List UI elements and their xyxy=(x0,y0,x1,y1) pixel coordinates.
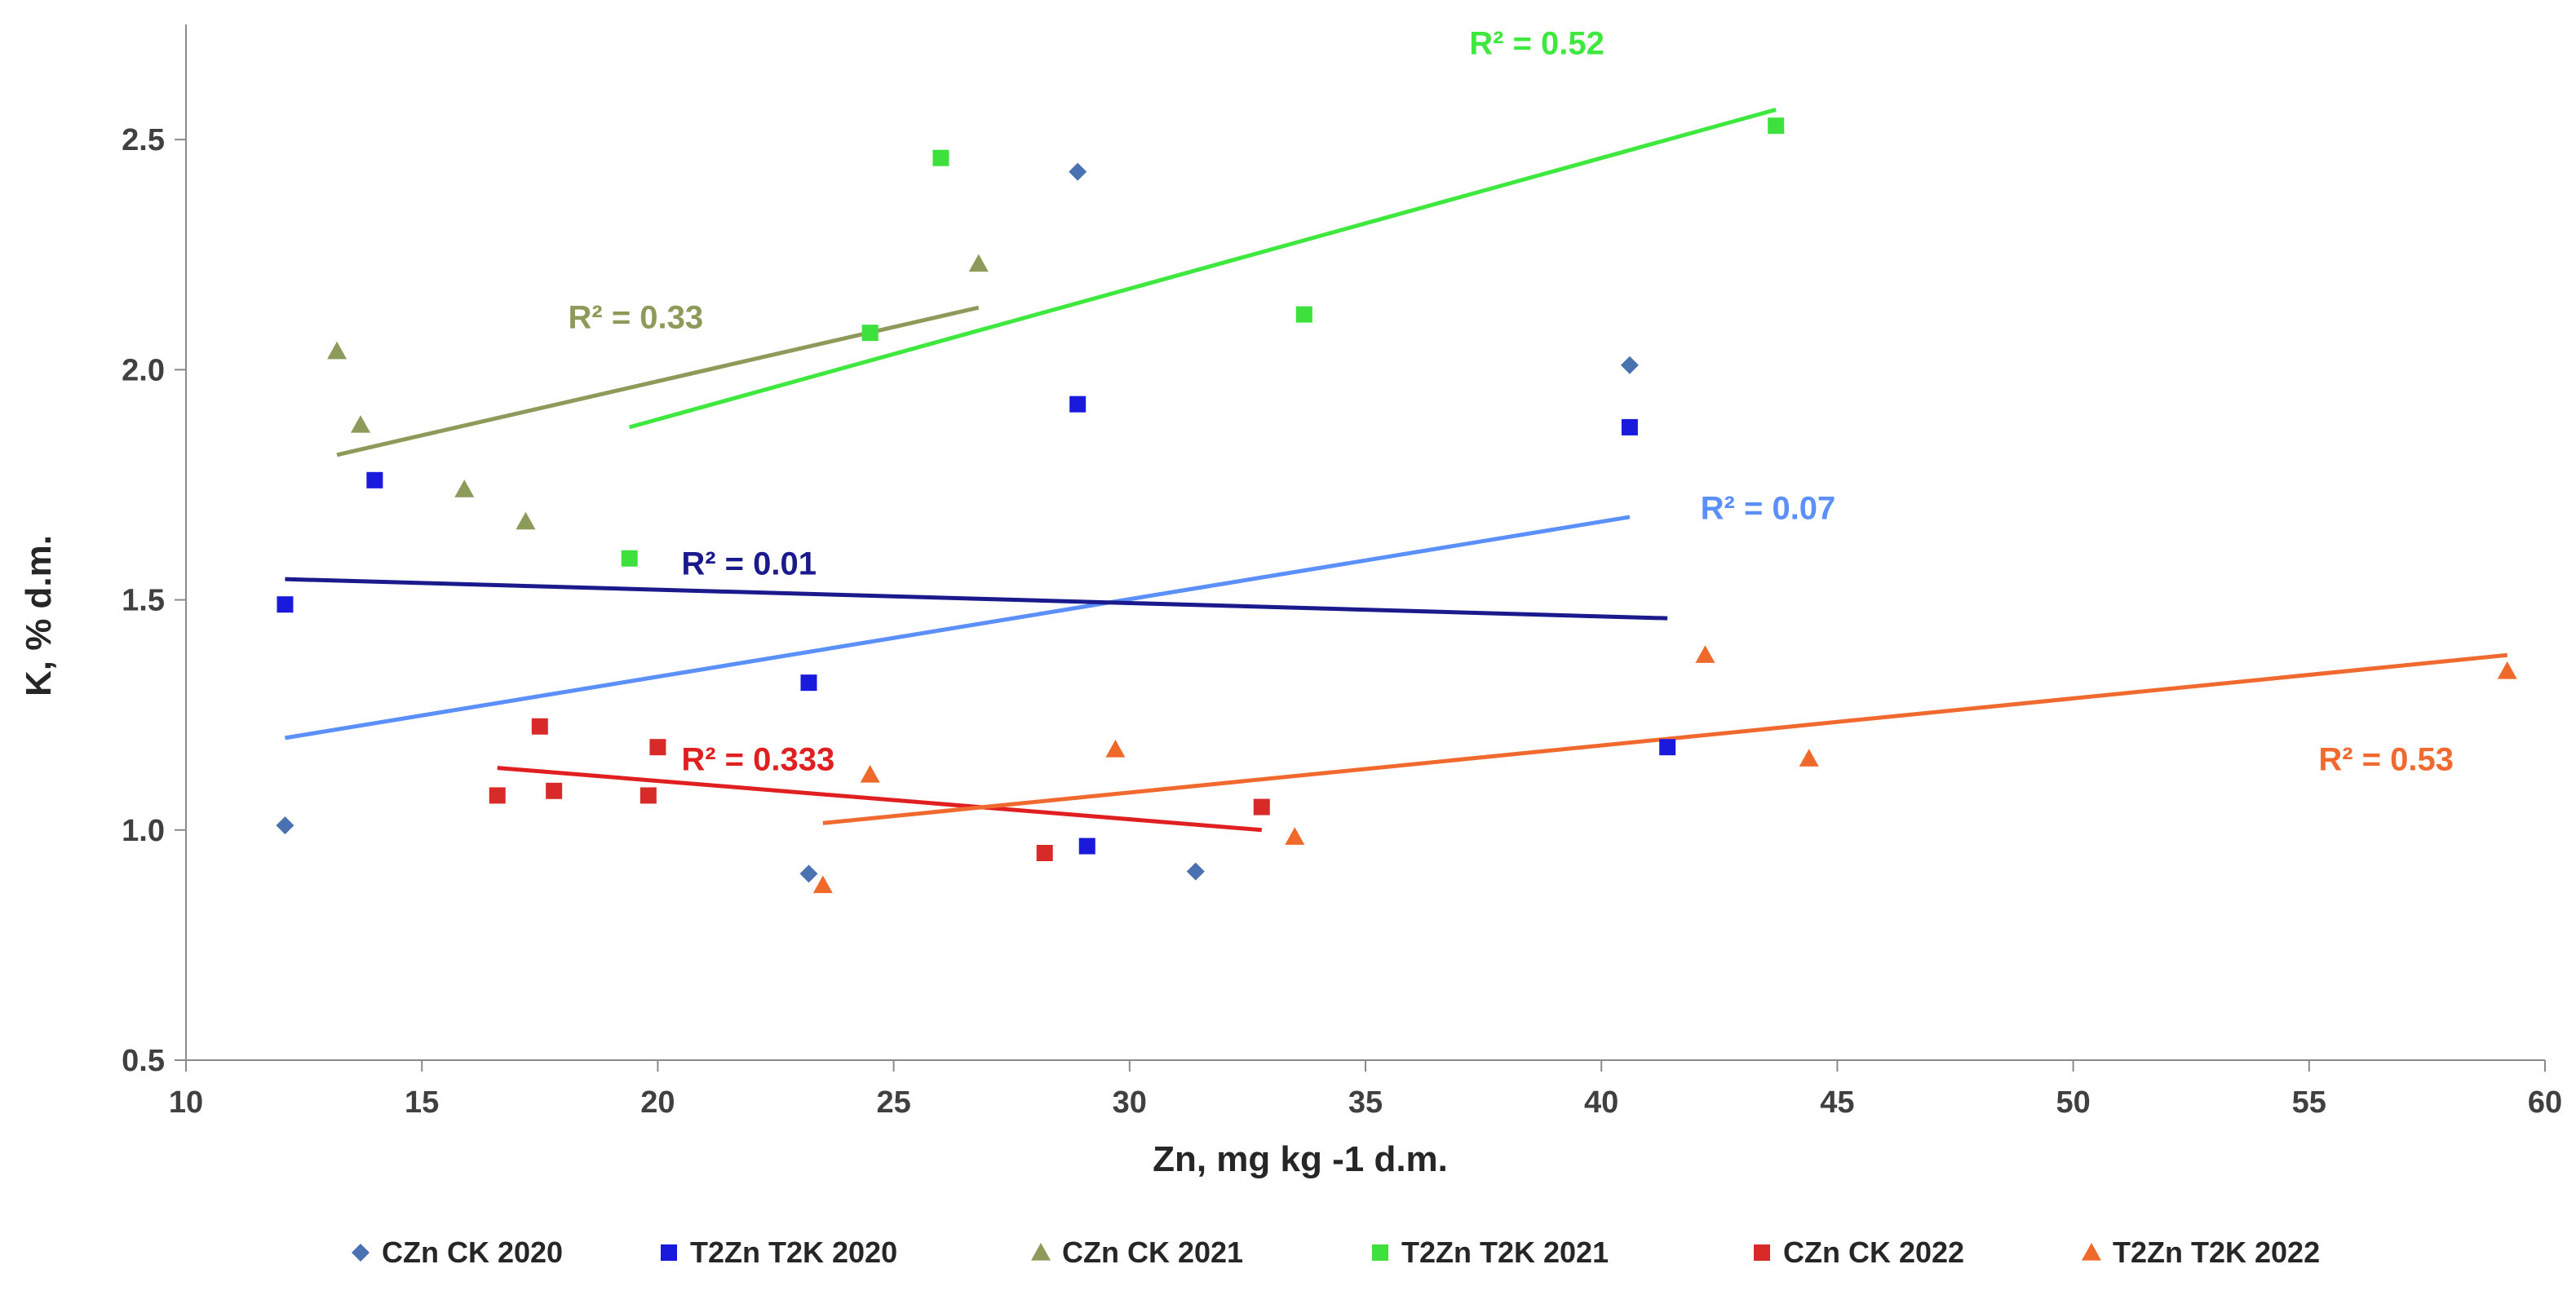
data-point xyxy=(1695,645,1715,663)
data-point xyxy=(1659,739,1676,756)
data-point xyxy=(516,511,536,530)
data-point xyxy=(1078,838,1095,855)
r2-label: R² = 0.53 xyxy=(2318,741,2454,777)
legend: CZn CK 2020 T2Zn T2K 2020 CZn CK 2021 T2Zn … xyxy=(352,1235,2320,1269)
data-point xyxy=(2497,661,2517,679)
x-tick-label: 30 xyxy=(1113,1085,1147,1120)
data-point xyxy=(1069,396,1087,413)
r2-label: R² = 0.07 xyxy=(1701,491,1836,527)
r2-label: R² = 0.333 xyxy=(681,741,834,777)
trendline xyxy=(285,515,1631,740)
data-point xyxy=(1186,862,1205,881)
data-point xyxy=(1799,749,1819,767)
x-tick-label: 45 xyxy=(1820,1085,1854,1120)
data-point xyxy=(1621,418,1638,435)
data-point xyxy=(366,471,383,488)
data-point xyxy=(1253,798,1270,816)
legend-marker xyxy=(661,1244,677,1261)
data-points xyxy=(276,117,2517,894)
legend-label: T2Zn T2K 2022 xyxy=(2113,1235,2320,1269)
x-tick-label: 40 xyxy=(1584,1085,1618,1120)
x-tick-label: 50 xyxy=(2056,1085,2090,1120)
trendline xyxy=(629,108,1777,430)
data-point xyxy=(1295,306,1312,323)
legend-label: T2Zn T2K 2021 xyxy=(1401,1235,1609,1269)
x-tick-label: 20 xyxy=(640,1085,675,1120)
x-axis-title: Zn, mg kg -1 d.m. xyxy=(1153,1139,1448,1179)
r2-label: R² = 0.33 xyxy=(569,299,704,335)
legend-label: CZn CK 2020 xyxy=(382,1235,563,1269)
r2-label: R² = 0.52 xyxy=(1469,26,1604,62)
x-tick-label: 15 xyxy=(405,1085,439,1120)
data-point xyxy=(1768,117,1785,135)
r2-label: R² = 0.01 xyxy=(681,546,817,581)
trendlines xyxy=(285,108,2507,833)
data-point xyxy=(1620,356,1639,374)
y-tick-label: 2.5 xyxy=(122,123,165,157)
x-tick-label: 55 xyxy=(2292,1085,2326,1120)
y-tick-label: 0.5 xyxy=(122,1044,165,1078)
x-tick-label: 35 xyxy=(1348,1085,1383,1120)
y-tick-label: 1.0 xyxy=(122,814,165,848)
y-tick-label: 2.0 xyxy=(122,353,165,387)
data-point xyxy=(1285,827,1305,845)
data-point xyxy=(327,341,347,360)
data-point xyxy=(546,782,563,799)
data-point xyxy=(531,718,548,735)
data-point xyxy=(640,787,657,804)
x-tick-label: 10 xyxy=(169,1085,203,1120)
y-axis-title: K, % d.m. xyxy=(19,535,59,696)
legend-marker xyxy=(1372,1244,1388,1261)
data-point xyxy=(1069,162,1087,181)
data-point xyxy=(860,765,880,783)
legend-label: CZn CK 2022 xyxy=(1783,1235,1964,1269)
x-tick-label: 25 xyxy=(876,1085,910,1120)
data-point xyxy=(621,550,638,567)
data-point xyxy=(812,875,833,894)
data-point xyxy=(968,254,989,272)
legend-marker xyxy=(1754,1244,1770,1261)
data-point xyxy=(1036,845,1053,861)
axes: 10 15 20 25 30 35 40 45 50 55 60 0.5 1.0 1.5 2.0 2.5 Zn,… xyxy=(19,24,2562,1179)
data-point xyxy=(454,480,475,497)
legend-marker xyxy=(1031,1243,1051,1261)
data-point xyxy=(276,816,294,835)
data-point xyxy=(351,415,371,433)
legend-marker xyxy=(2082,1243,2101,1261)
data-point xyxy=(861,325,879,342)
y-tick-label: 1.5 xyxy=(122,584,165,618)
trendline xyxy=(497,766,1262,833)
r2-labels: R² = 0.07 R² = 0.01 R² = 0.33 R² = 0.52 R² =… xyxy=(569,26,2454,778)
data-point xyxy=(649,739,666,756)
legend-label: CZn CK 2021 xyxy=(1062,1235,1243,1269)
trendline xyxy=(285,577,1668,621)
data-point xyxy=(800,674,817,692)
legend-label: T2Zn T2K 2020 xyxy=(690,1235,897,1269)
data-point xyxy=(489,787,506,804)
data-point xyxy=(1105,740,1126,758)
data-point xyxy=(277,596,294,613)
legend-marker xyxy=(352,1244,370,1262)
x-tick-label: 60 xyxy=(2528,1085,2562,1120)
data-point xyxy=(799,864,818,883)
data-point xyxy=(932,149,949,166)
